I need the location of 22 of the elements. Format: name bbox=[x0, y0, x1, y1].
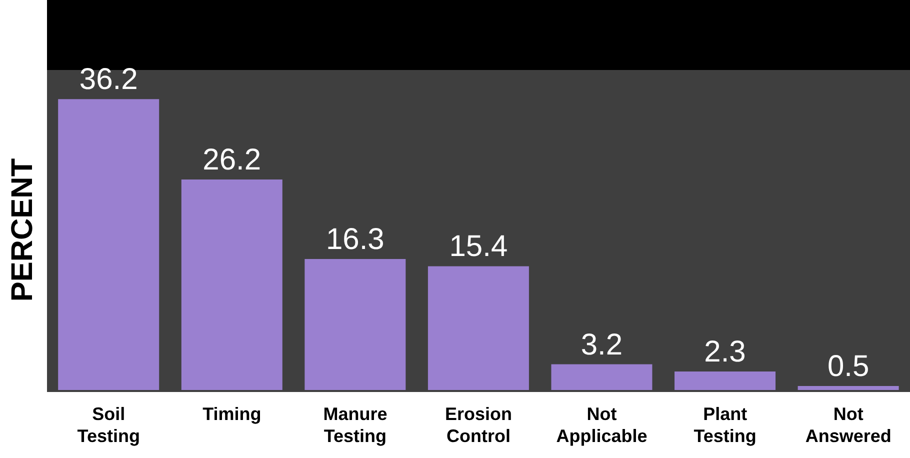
data-label: 2.3 bbox=[704, 336, 746, 369]
bar bbox=[674, 372, 776, 390]
x-tick-label: Not Answered bbox=[805, 404, 892, 446]
data-label: 36.2 bbox=[79, 63, 138, 96]
bar bbox=[58, 99, 160, 390]
y-axis-title: PERCENT bbox=[6, 158, 40, 302]
x-tick-label: Timing bbox=[202, 404, 262, 424]
data-label: 16.3 bbox=[326, 223, 384, 256]
x-tick-label: Erosion Control bbox=[444, 404, 512, 446]
bar bbox=[428, 266, 529, 390]
data-label: 26.2 bbox=[202, 143, 262, 176]
x-tick-label: Plant Testing bbox=[694, 404, 756, 446]
x-tick-label: Manure Testing bbox=[323, 404, 388, 446]
data-label: 15.4 bbox=[449, 230, 508, 264]
bar bbox=[551, 364, 652, 390]
bar bbox=[304, 259, 406, 390]
x-tick-label: Soil Testing bbox=[77, 404, 140, 446]
bar bbox=[798, 386, 899, 390]
data-label: 0.5 bbox=[827, 350, 870, 383]
bar bbox=[181, 179, 282, 390]
data-label: 3.2 bbox=[580, 328, 623, 362]
x-tick-label: Not Applicable bbox=[556, 404, 648, 446]
